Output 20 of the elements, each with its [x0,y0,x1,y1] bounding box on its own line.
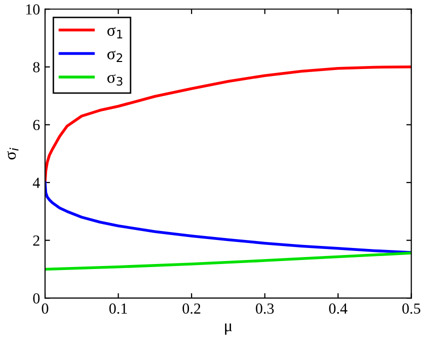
x-tick-label: 0 [42,303,48,314]
line-series [45,252,412,271]
x-tick-label: 0.3 [256,303,274,314]
x-axis-title: μ [225,324,232,335]
y-tick-label: 6 [33,120,40,130]
y-tick-label: 0 [33,293,40,304]
y-tick-label: 4 [32,178,40,188]
x-tick-label: 0.4 [329,303,348,314]
y-tick-label: 2 [33,236,40,246]
legend-label: σ$_{3}$ [107,74,122,86]
line-series [45,181,412,254]
x-tick-label: 0.1 [109,303,127,314]
line-series [45,66,412,184]
y-axis-title: σ$_{i}$ [7,148,18,160]
y-tick-label: 8 [33,62,40,72]
y-tick-label: 10 [26,4,40,15]
legend-label: σ$_{1}$ [107,27,122,38]
legend-label: σ$_{2}$ [107,50,122,62]
x-tick-label: 0.5 [402,303,420,314]
x-tick-label: 0.2 [182,303,200,314]
